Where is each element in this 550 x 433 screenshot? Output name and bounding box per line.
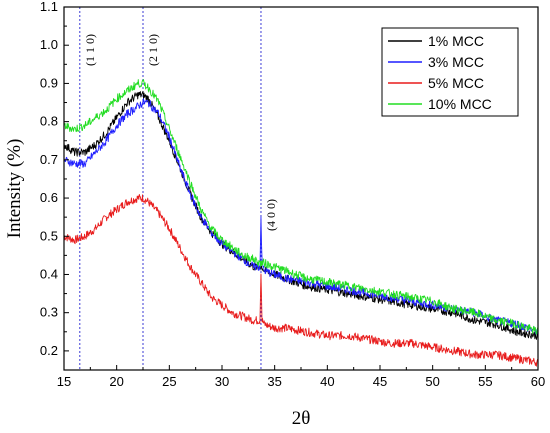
y-tick-label: 0.3 (40, 305, 58, 320)
x-tick-label: 60 (531, 374, 545, 389)
y-tick-label: 0.5 (40, 228, 58, 243)
x-tick-label: 35 (267, 374, 281, 389)
y-tick-label: 0.2 (40, 343, 58, 358)
legend-label: 3% MCC (428, 54, 484, 70)
series-line (63, 193, 539, 367)
x-tick-label: 40 (320, 374, 334, 389)
legend-label: 10% MCC (428, 96, 492, 112)
x-tick-label: 30 (215, 374, 229, 389)
x-tick-label: 55 (478, 374, 492, 389)
y-axis-ticks: 0.2 0.3 0.4 0.5 0.6 0.7 0.8 0.9 1.0 1.1 (40, 0, 69, 358)
y-tick-label: 0.6 (40, 190, 58, 205)
series-line (63, 98, 539, 335)
x-tick-label: 25 (162, 374, 176, 389)
x-tick-label: 45 (373, 374, 387, 389)
x-tick-label: 50 (425, 374, 439, 389)
legend-label: 1% MCC (428, 33, 484, 49)
x-tick-label: 15 (57, 374, 71, 389)
plane-label: (4 0 0) (264, 199, 278, 231)
x-tick-label: 20 (109, 374, 123, 389)
y-tick-label: 1.1 (40, 0, 58, 14)
y-tick-label: 0.4 (40, 266, 58, 281)
y-tick-label: 0.8 (40, 114, 58, 129)
plane-label: (2 1 0) (146, 34, 160, 66)
series-lines (63, 79, 539, 367)
y-tick-label: 1.0 (40, 37, 58, 52)
reference-lines: (1 1 0) (2 1 0) (4 0 0) (79, 7, 278, 370)
x-axis-ticks: 15 20 25 30 35 40 45 50 55 60 (57, 365, 545, 389)
y-tick-label: 0.7 (40, 152, 58, 167)
legend-box (381, 27, 519, 117)
y-tick-label: 0.9 (40, 75, 58, 90)
series-line (63, 79, 539, 335)
plane-label: (1 1 0) (83, 34, 97, 66)
legend-label: 5% MCC (428, 75, 484, 91)
x-axis-title: 2θ (292, 408, 311, 429)
y-axis-title: Intensity (%) (4, 139, 25, 239)
legend: 1% MCC 3% MCC 5% MCC 10% MCC (381, 27, 519, 117)
